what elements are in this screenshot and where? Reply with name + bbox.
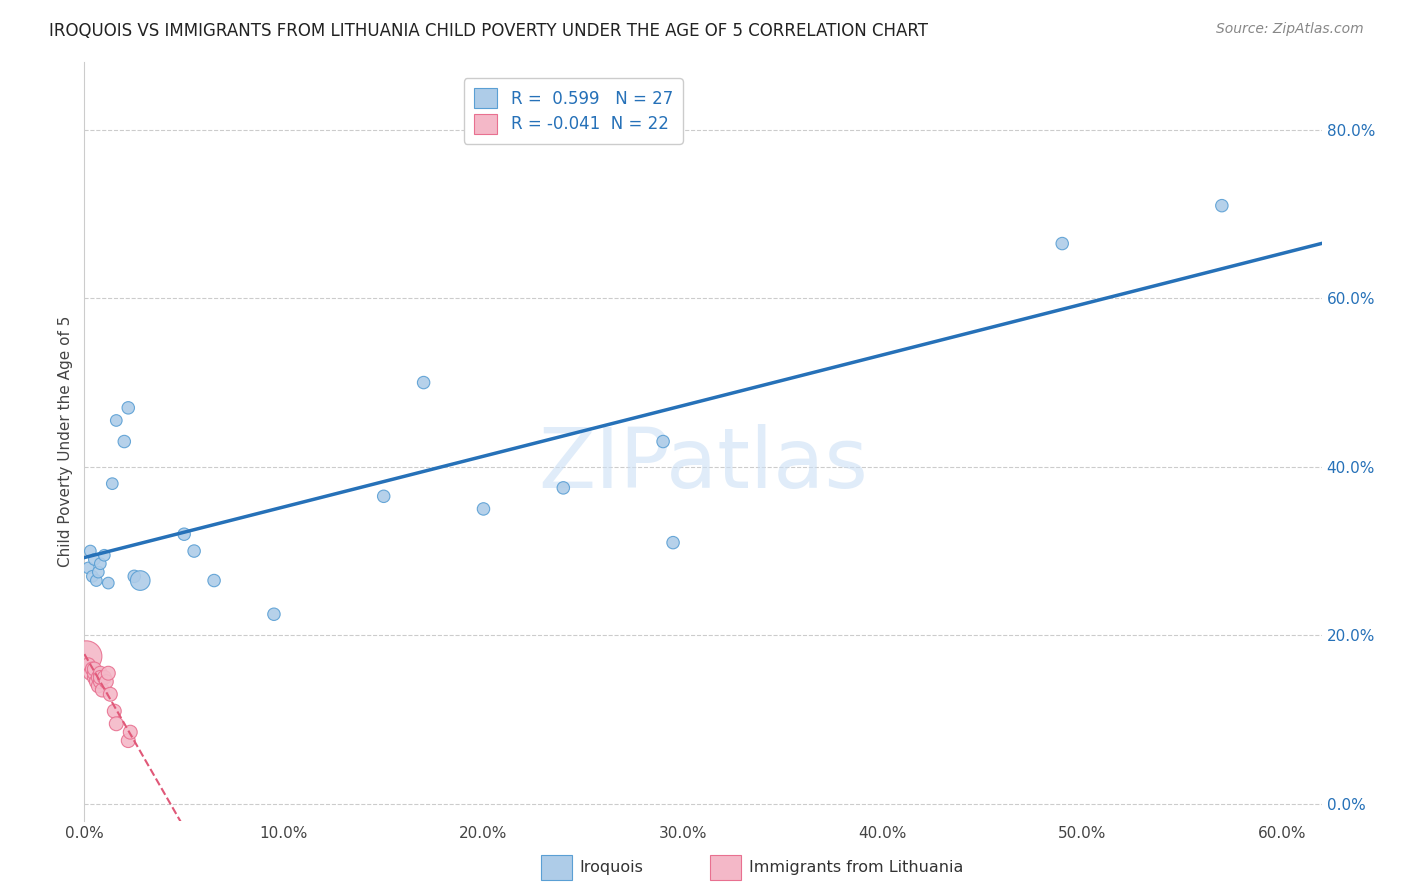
Point (77, 561, 100, 575)
Point (662, 535, 685, 549)
Point (103, 704, 125, 718)
Point (83, 662, 105, 676)
Point (93, 548, 115, 563)
Point (553, 481, 575, 495)
Point (263, 607, 285, 622)
Point (98, 687, 121, 701)
Text: ZIPatlas: ZIPatlas (538, 424, 868, 505)
Point (79, 544, 101, 558)
Point (373, 489, 395, 503)
Point (87, 565, 110, 579)
Legend: R =  0.599   N = 27, R = -0.041  N = 22: R = 0.599 N = 27, R = -0.041 N = 22 (464, 78, 683, 144)
Point (87, 670, 110, 684)
Point (183, 544, 205, 558)
Point (1211, 199, 1233, 213)
Point (97, 666, 120, 681)
Point (87, 679, 110, 693)
Point (105, 413, 128, 427)
Point (83, 670, 105, 684)
Point (86, 574, 108, 588)
Text: Immigrants from Lithuania: Immigrants from Lithuania (749, 860, 963, 874)
Point (89, 557, 111, 571)
Point (89, 666, 111, 681)
Point (173, 527, 195, 541)
Point (117, 733, 139, 747)
Point (112, 434, 135, 449)
Point (83, 552, 105, 566)
Point (412, 376, 434, 390)
Point (105, 716, 128, 731)
Point (202, 574, 225, 588)
Point (120, 725, 142, 739)
Point (82, 569, 104, 583)
Point (89, 674, 111, 689)
Point (93, 670, 115, 684)
Point (101, 476, 124, 491)
Y-axis label: Child Poverty Under the Age of 5: Child Poverty Under the Age of 5 (58, 316, 73, 567)
Point (97, 576, 120, 591)
Point (129, 574, 152, 588)
Point (75, 649, 97, 664)
Point (83, 666, 105, 681)
Point (79, 666, 101, 681)
Point (86, 674, 108, 689)
Text: Iroquois: Iroquois (579, 860, 643, 874)
Point (122, 569, 145, 583)
Text: IROQUOIS VS IMMIGRANTS FROM LITHUANIA CHILD POVERTY UNDER THE AGE OF 5 CORRELATI: IROQUOIS VS IMMIGRANTS FROM LITHUANIA CH… (49, 22, 928, 40)
Point (472, 502, 495, 516)
Text: Source: ZipAtlas.com: Source: ZipAtlas.com (1216, 22, 1364, 37)
Point (91, 683, 114, 698)
Point (89, 670, 111, 684)
Point (1050, 236, 1073, 251)
Point (82, 662, 104, 676)
Point (117, 401, 139, 415)
Point (652, 434, 675, 449)
Point (96, 674, 118, 689)
Point (77, 657, 100, 672)
